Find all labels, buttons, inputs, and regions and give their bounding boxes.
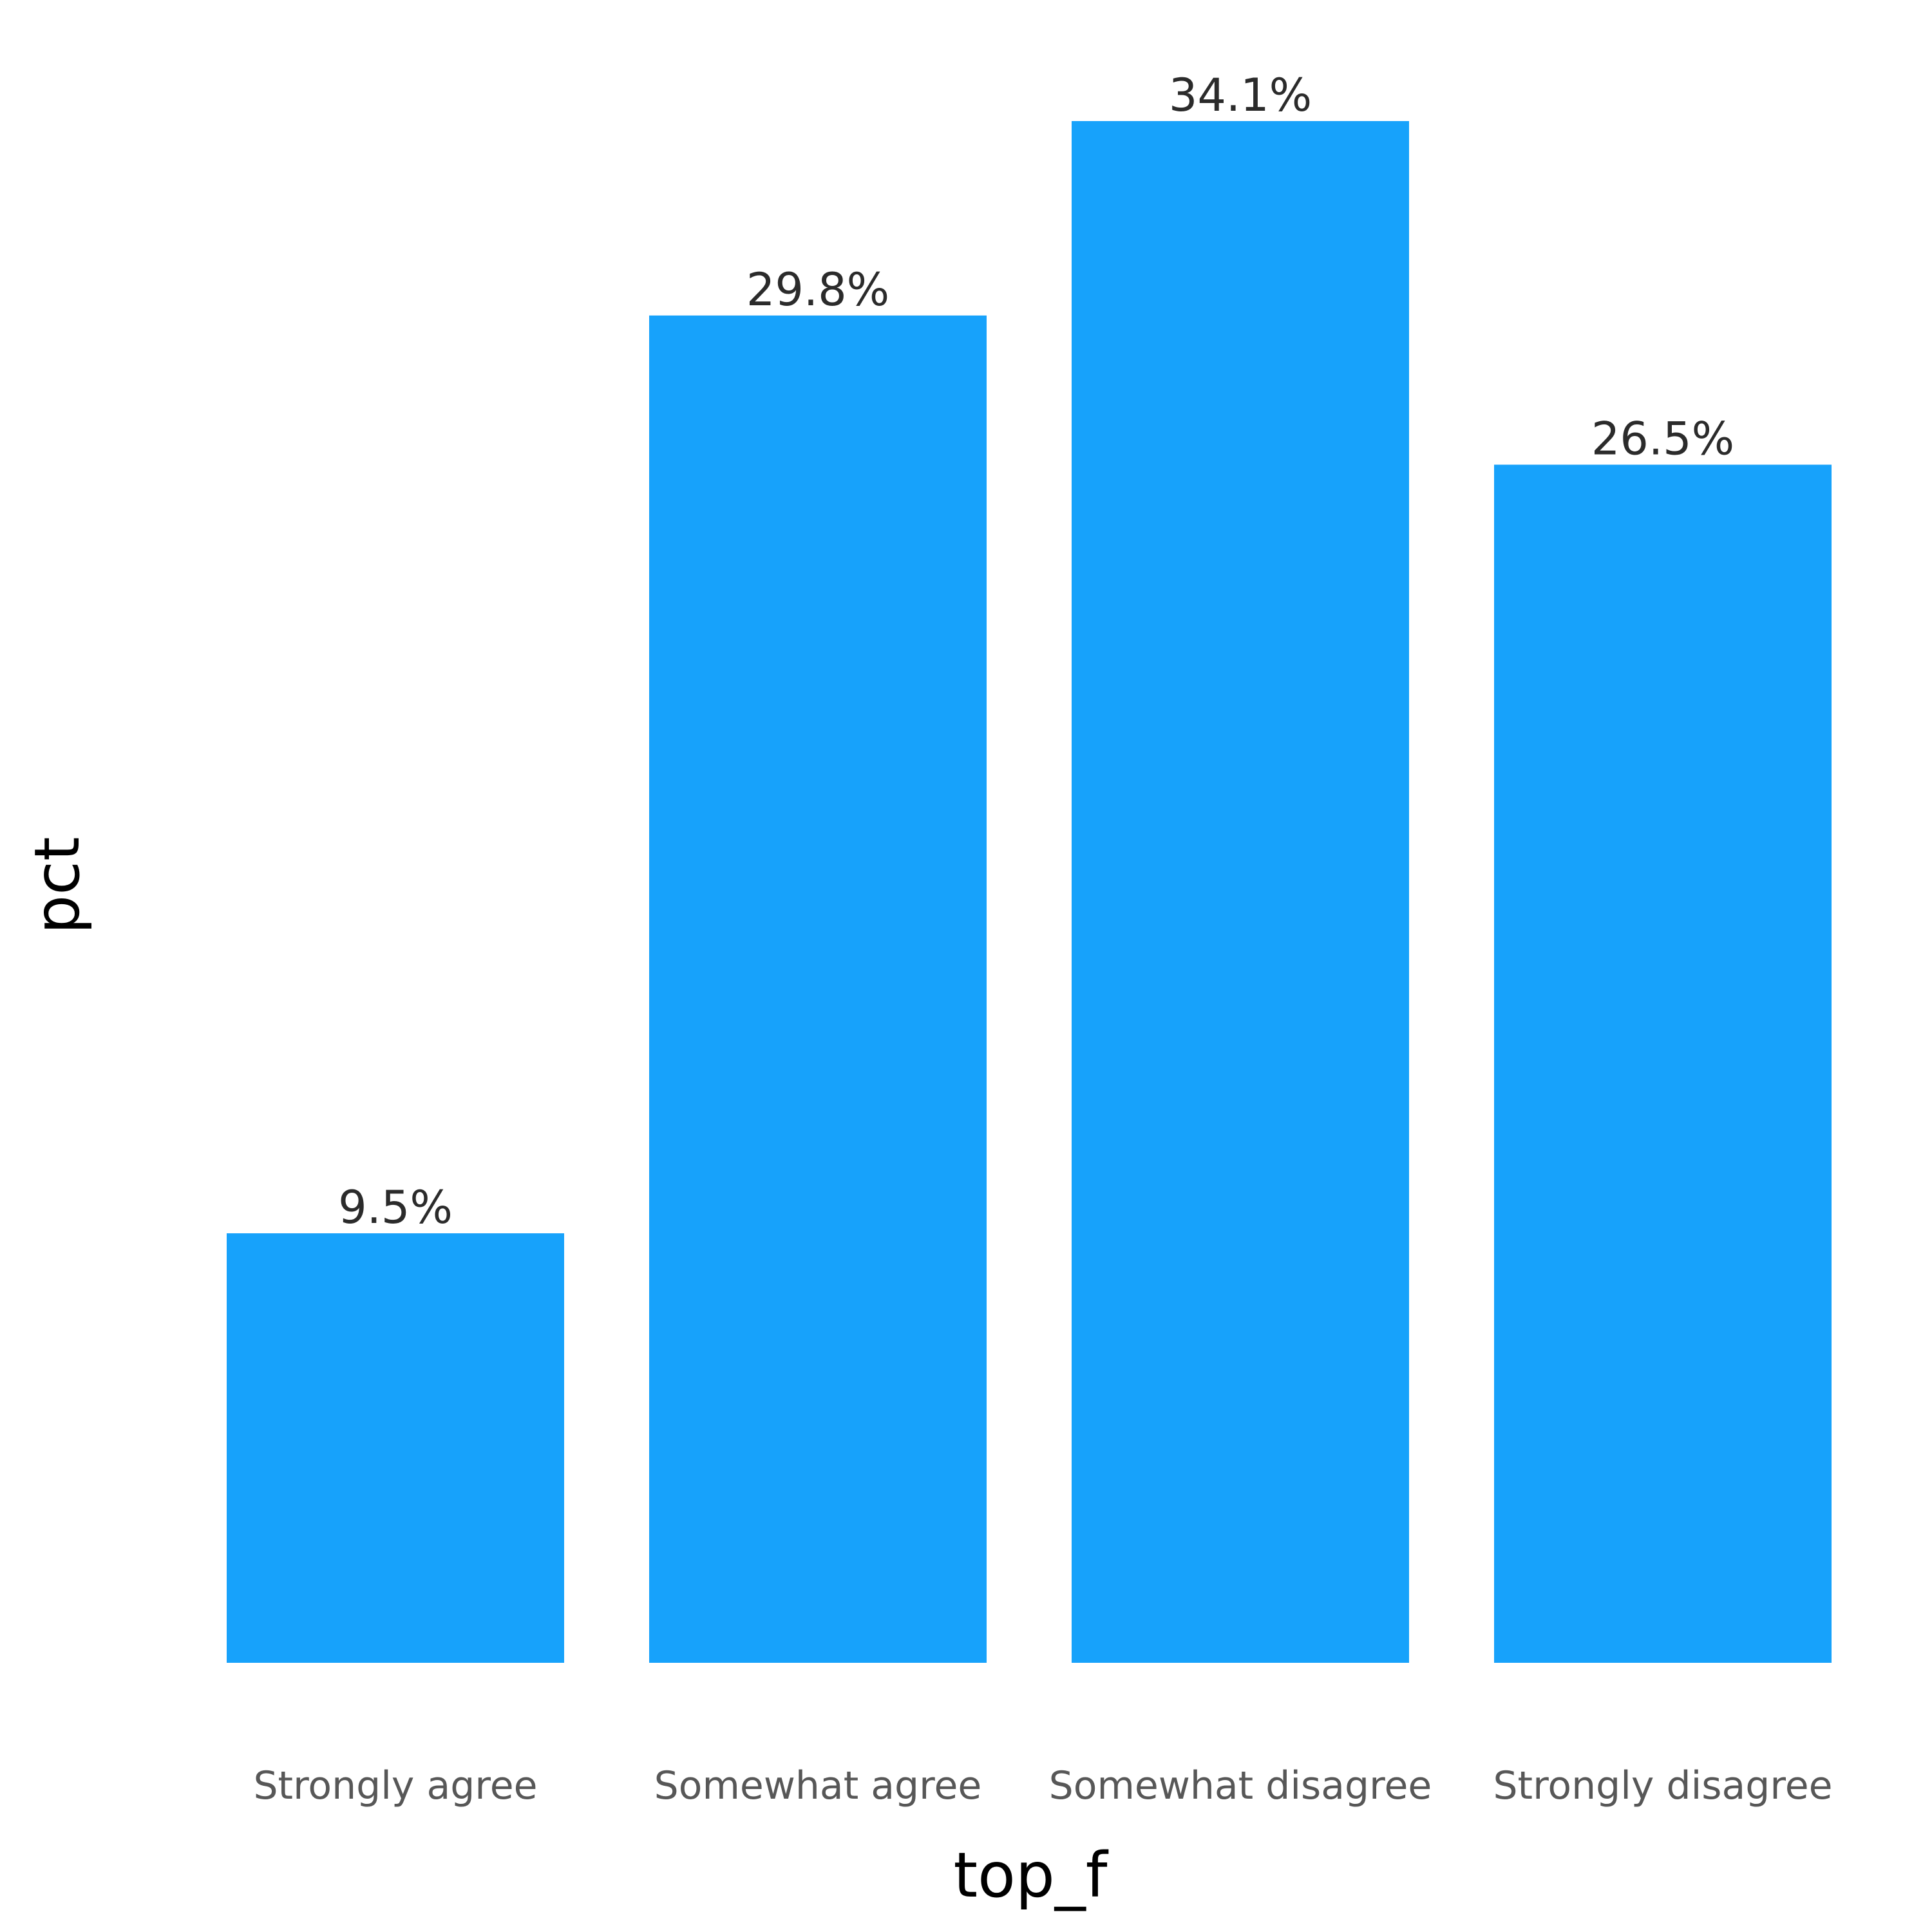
x-tick-label-somewhat-disagree: Somewhat disagree — [1049, 1763, 1432, 1808]
bar-strongly-agree — [227, 1233, 564, 1663]
data-labels-layer: 9.5% 29.8% 34.1% 26.5% — [338, 69, 1734, 1234]
x-tick-label-strongly-disagree: Strongly disagree — [1493, 1763, 1832, 1808]
x-tick-labels: Strongly agree Somewhat agree Somewhat dis… — [253, 1763, 1832, 1808]
x-axis-title: top_f — [953, 1839, 1108, 1911]
bar-strongly-disagree — [1494, 464, 1832, 1663]
x-tick-label-strongly-agree: Strongly agree — [253, 1763, 537, 1808]
data-label-somewhat-agree: 29.8% — [746, 263, 889, 316]
y-axis-title: pct — [21, 837, 93, 934]
data-label-somewhat-disagree: 34.1% — [1169, 69, 1312, 122]
bar-somewhat-agree — [649, 315, 987, 1663]
data-label-strongly-disagree: 26.5% — [1591, 413, 1734, 466]
data-label-strongly-agree: 9.5% — [338, 1181, 453, 1234]
bars-layer — [227, 121, 1832, 1663]
x-tick-label-somewhat-agree: Somewhat agree — [654, 1763, 982, 1808]
bar-somewhat-disagree — [1072, 121, 1409, 1663]
